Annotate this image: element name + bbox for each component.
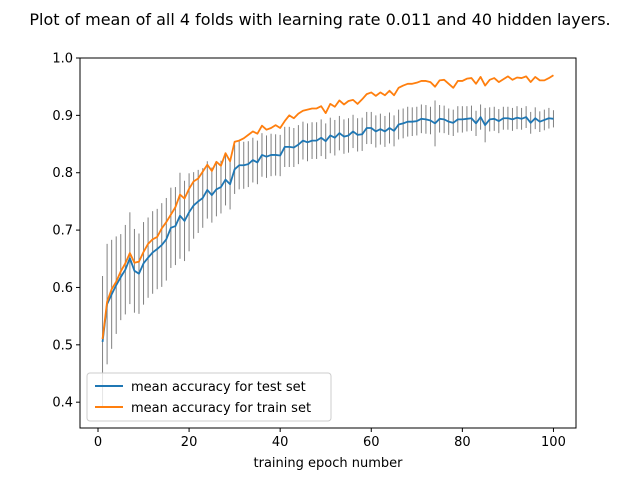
legend-box: [86, 372, 332, 422]
legend-label-train: mean accuracy for train set: [131, 401, 311, 416]
x-axis-label: training epoch number: [254, 456, 404, 471]
y-axis-ticks: 0.4 0.5 0.6 0.7 0.8 0.9 1.0: [52, 52, 80, 411]
y-tick-label: 0.6: [52, 281, 73, 296]
x-tick-label: 20: [181, 435, 198, 450]
y-tick-label: 0.9: [52, 109, 73, 124]
y-tick-label: 0.7: [52, 224, 73, 239]
x-tick-label: 40: [272, 435, 289, 450]
y-tick-label: 0.4: [52, 396, 73, 411]
y-tick-label: 0.8: [52, 166, 73, 181]
chart-title: Plot of mean of all 4 folds with learnin…: [29, 10, 610, 29]
legend: mean accuracy for test set mean accuracy…: [86, 372, 332, 422]
plot-frame: [79, 57, 577, 429]
x-axis-ticks: 0 20 40 60 80 100: [94, 428, 566, 450]
x-tick-label: 60: [363, 435, 380, 450]
series-line-test: [101, 116, 554, 343]
test-error-bars: [102, 100, 554, 408]
series-lines: [101, 74, 554, 343]
x-tick-label: 100: [541, 435, 566, 450]
x-tick-label: 80: [454, 435, 471, 450]
legend-label-test: mean accuracy for test set: [131, 380, 306, 395]
series-line-train: [101, 74, 554, 340]
y-tick-label: 0.5: [52, 338, 73, 353]
y-tick-label: 1.0: [52, 52, 73, 67]
x-tick-label: 0: [94, 435, 102, 450]
